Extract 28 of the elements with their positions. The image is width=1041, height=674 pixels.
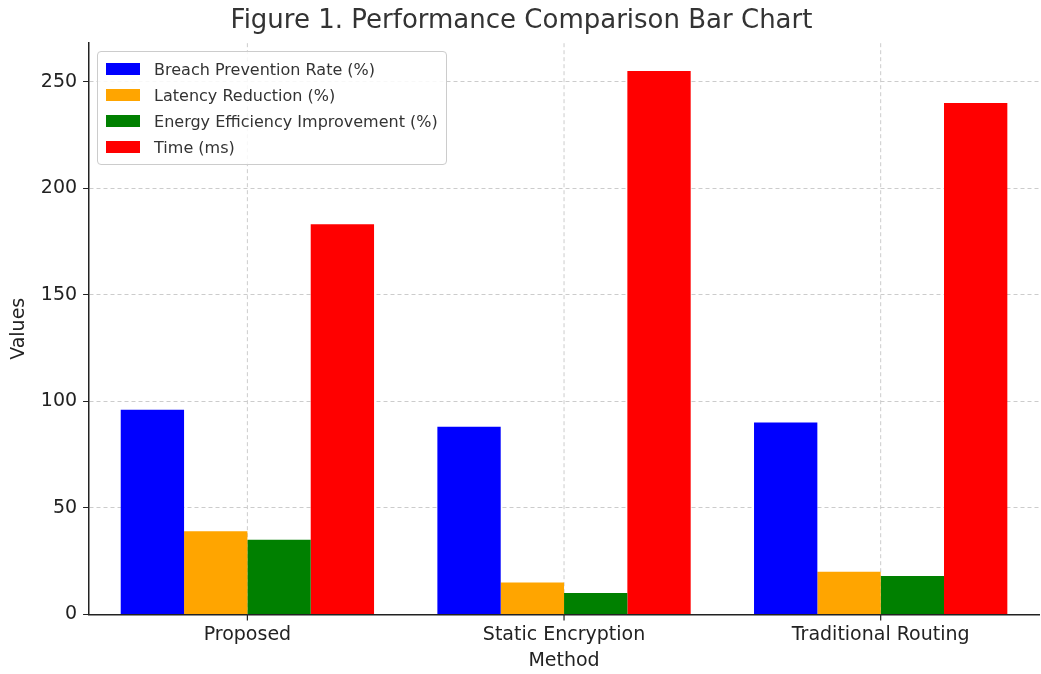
bar <box>564 593 628 614</box>
legend-label: Time (ms) <box>154 137 235 157</box>
x-axis-title: Method <box>528 647 600 670</box>
bar <box>754 422 818 614</box>
y-tick-label: 250 <box>40 68 78 91</box>
bar <box>437 426 501 614</box>
chart-title: Figure 1. Performance Comparison Bar Chart <box>230 4 813 35</box>
x-tick-label: Traditional Routing <box>790 621 970 644</box>
y-tick-label: 150 <box>40 281 78 304</box>
bar <box>184 531 248 614</box>
y-axis-title: Values <box>6 297 29 360</box>
bar <box>627 70 691 614</box>
legend-label: Energy Efficiency Improvement (%) <box>154 111 438 131</box>
legend-label: Latency Reduction (%) <box>154 85 336 105</box>
legend-label: Breach Prevention Rate (%) <box>154 59 376 79</box>
bar <box>944 102 1008 614</box>
x-tick-label: Static Encryption <box>482 621 646 644</box>
y-tick-label: 0 <box>64 601 78 624</box>
bar <box>500 582 565 614</box>
y-tick-label: 50 <box>52 494 78 517</box>
bar <box>120 409 185 614</box>
bar <box>817 571 881 614</box>
bar <box>310 224 375 614</box>
bar <box>247 539 311 614</box>
y-tick-label: 100 <box>40 388 78 411</box>
bar <box>880 576 945 614</box>
y-tick-label: 200 <box>40 175 78 198</box>
x-tick-label: Proposed <box>203 621 292 644</box>
